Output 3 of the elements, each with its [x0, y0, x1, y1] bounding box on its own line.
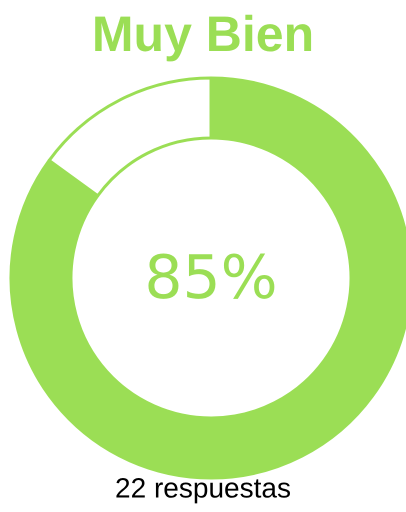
chart-title: Muy Bien	[92, 6, 314, 62]
text: 22 respuestas	[115, 472, 291, 504]
data-label: 85%	[144, 243, 278, 313]
